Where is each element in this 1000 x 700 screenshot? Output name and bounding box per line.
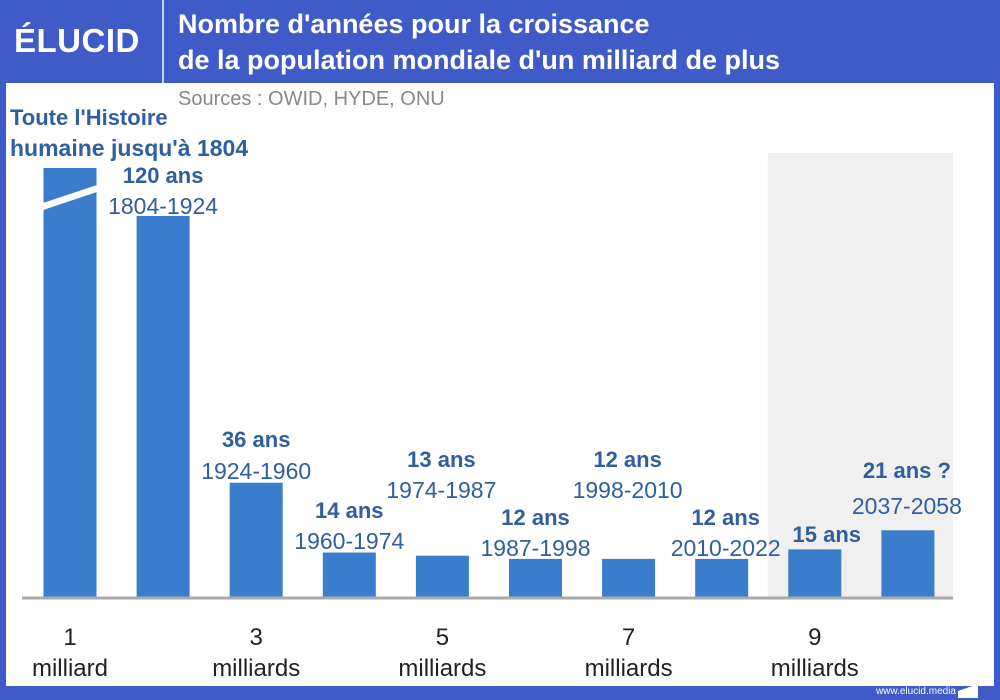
bar [229,482,283,597]
footer-url: www.elucid.media [875,686,956,697]
bar-period-label: 1974-1987 [386,477,496,503]
bar-value-label: 36 ans [222,427,291,452]
bar-period-label: 2037-2058 [852,493,962,519]
x-tick-number: 9 [808,624,821,651]
chart-title: Nombre d'années pour la croissance de la… [178,6,780,78]
bar [788,549,842,597]
bar-value-label: 12 ans [501,505,570,530]
elucid-mark-icon [958,684,978,698]
header: ÉLUCID Nombre d'années pour la croissanc… [0,0,1000,83]
x-tick-unit: milliard [32,655,108,682]
bar [602,558,656,597]
bar [695,558,749,597]
bar-value-label: 120 ans [123,163,204,188]
x-tick-number: 3 [250,624,263,651]
bar-value-label: 12 ans [691,505,760,530]
bar-period-label: 2010-2022 [671,535,781,561]
bar-period-label: 1924-1960 [201,458,311,484]
bar [415,555,469,597]
x-tick-unit: milliards [771,655,859,682]
bar-value-label: Toute l'Histoire [10,105,168,130]
title-line-2: de la population mondiale d'un milliard … [178,45,780,75]
bar-period-label: humaine jusqu'à 1804 [10,135,248,161]
elucid-logo: ÉLUCID [14,22,140,59]
bar [322,552,376,597]
bar-value-label: 15 ans [793,522,862,547]
projection-shade [767,153,953,597]
bar-period-label: 1804-1924 [108,193,218,219]
x-tick-number: 1 [63,624,76,651]
bar-value-label: 14 ans [315,498,384,523]
sources-note: Sources : OWID, HYDE, ONU [178,88,445,110]
x-tick-unit: milliards [398,655,486,682]
bar-value-label: 12 ans [593,447,662,472]
bar-period-label: 1960-1974 [294,528,404,554]
x-tick-unit: milliards [585,655,673,682]
x-tick-unit: milliards [212,655,300,682]
bar-value-label: 21 ans ? [863,458,951,483]
bar-period-label: 1998-2010 [573,477,683,503]
x-tick-number: 5 [436,624,449,651]
bar [136,216,190,597]
bar [881,530,935,597]
bar-period-label: 1987-1998 [481,535,591,561]
title-line-1: Nombre d'années pour la croissance [178,9,650,39]
bar [43,168,97,597]
header-divider [162,0,164,83]
axis-break-mark [37,183,103,212]
bar [509,558,562,597]
x-tick-number: 7 [622,624,635,651]
bar-value-label: 13 ans [407,447,476,472]
